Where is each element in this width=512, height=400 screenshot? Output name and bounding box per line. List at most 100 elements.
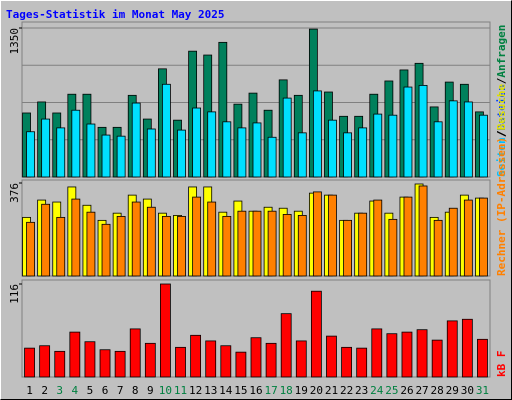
bar [448, 207, 458, 277]
bar [463, 101, 473, 178]
bar [192, 107, 202, 178]
bar [39, 345, 51, 378]
bar [448, 100, 458, 178]
bar [356, 347, 368, 378]
bar [418, 185, 428, 277]
x-tick-label: 2 [41, 384, 48, 397]
bar [71, 198, 81, 277]
bar [295, 340, 307, 378]
legend-entry: / [495, 77, 508, 84]
bar [371, 328, 383, 378]
bar [341, 346, 352, 378]
x-tick-label: 29 [446, 384, 459, 397]
legend-entry: kB F [495, 351, 508, 378]
bar [297, 215, 307, 277]
x-tick-label: 10 [159, 384, 172, 397]
legend-entry: Besuche [495, 84, 508, 131]
bar [433, 219, 443, 277]
bar [403, 196, 413, 277]
bar [403, 86, 413, 178]
y-tick-label: 376 [8, 183, 21, 203]
bar [192, 196, 202, 277]
legend: Rechner (IP-Adressen)/Besuche [495, 84, 508, 276]
x-tick-label: 20 [310, 384, 323, 397]
x-tick-label: 5 [87, 384, 94, 397]
bar [388, 218, 398, 277]
x-tick-label: 14 [219, 384, 233, 397]
legend-entry: Seiten [495, 137, 508, 177]
bar [373, 113, 383, 178]
bar [56, 127, 66, 178]
bar [101, 223, 111, 277]
bar [160, 283, 171, 378]
bar [129, 328, 141, 378]
x-tick-label: 19 [295, 384, 308, 397]
bar [433, 121, 443, 178]
bar [252, 122, 262, 178]
x-tick-label: 16 [249, 384, 262, 397]
legend-entry: / [495, 130, 508, 137]
x-tick-label: 12 [189, 384, 202, 397]
bar [418, 84, 428, 178]
bar [343, 132, 352, 178]
x-tick-label: 1 [26, 384, 33, 397]
legend-entry: / [495, 130, 508, 137]
x-tick-label: 25 [385, 384, 398, 397]
bar [131, 201, 141, 277]
bar [101, 134, 111, 178]
x-tick-label: 3 [56, 384, 63, 397]
bar [177, 215, 186, 277]
bar [114, 350, 126, 378]
bar [86, 211, 96, 277]
x-tick-label: 31 [476, 384, 489, 397]
bar [162, 83, 171, 178]
bar [205, 340, 217, 378]
x-tick-label: 21 [325, 384, 338, 397]
chart-title: Tages-Statistik im Monat May 2025 [6, 8, 225, 21]
bar [252, 210, 262, 277]
x-tick-label: 17 [264, 384, 277, 397]
x-tick-label: 27 [415, 384, 428, 397]
bar [297, 132, 307, 178]
bar [24, 347, 35, 378]
bar [267, 136, 277, 178]
x-tick-label: 22 [340, 384, 353, 397]
bar [116, 135, 126, 178]
x-tick-label: 9 [147, 384, 154, 397]
legend-entry: Dateien [495, 84, 508, 130]
bar [99, 349, 111, 378]
x-tick-label: 30 [461, 384, 474, 397]
bar [237, 127, 247, 178]
bar [312, 90, 322, 178]
bar [146, 128, 156, 178]
bar [190, 334, 202, 378]
x-tick-label: 23 [355, 384, 368, 397]
bar [175, 346, 186, 378]
legend: Seiten/Dateien/Anfragen [495, 25, 508, 177]
bar [310, 290, 322, 378]
bar [386, 333, 398, 378]
bar [26, 221, 35, 277]
x-tick-label: 7 [117, 384, 124, 397]
x-tick-label: 8 [132, 384, 139, 397]
bar [446, 320, 458, 378]
legend-entry: Rechner (IP-Adressen) [495, 137, 508, 276]
bar [358, 127, 368, 178]
bar [222, 121, 232, 178]
bar [267, 210, 277, 277]
bar [41, 203, 51, 277]
bar [144, 342, 156, 378]
bar [388, 114, 398, 178]
bar [177, 129, 186, 178]
bar [56, 216, 66, 277]
bar [250, 337, 262, 378]
x-tick-label: 11 [174, 384, 187, 397]
bar [431, 339, 443, 378]
x-tick-label: 6 [102, 384, 109, 397]
bar [146, 206, 156, 277]
bar [280, 313, 292, 378]
x-tick-label: 26 [400, 384, 413, 397]
bar [358, 212, 368, 277]
